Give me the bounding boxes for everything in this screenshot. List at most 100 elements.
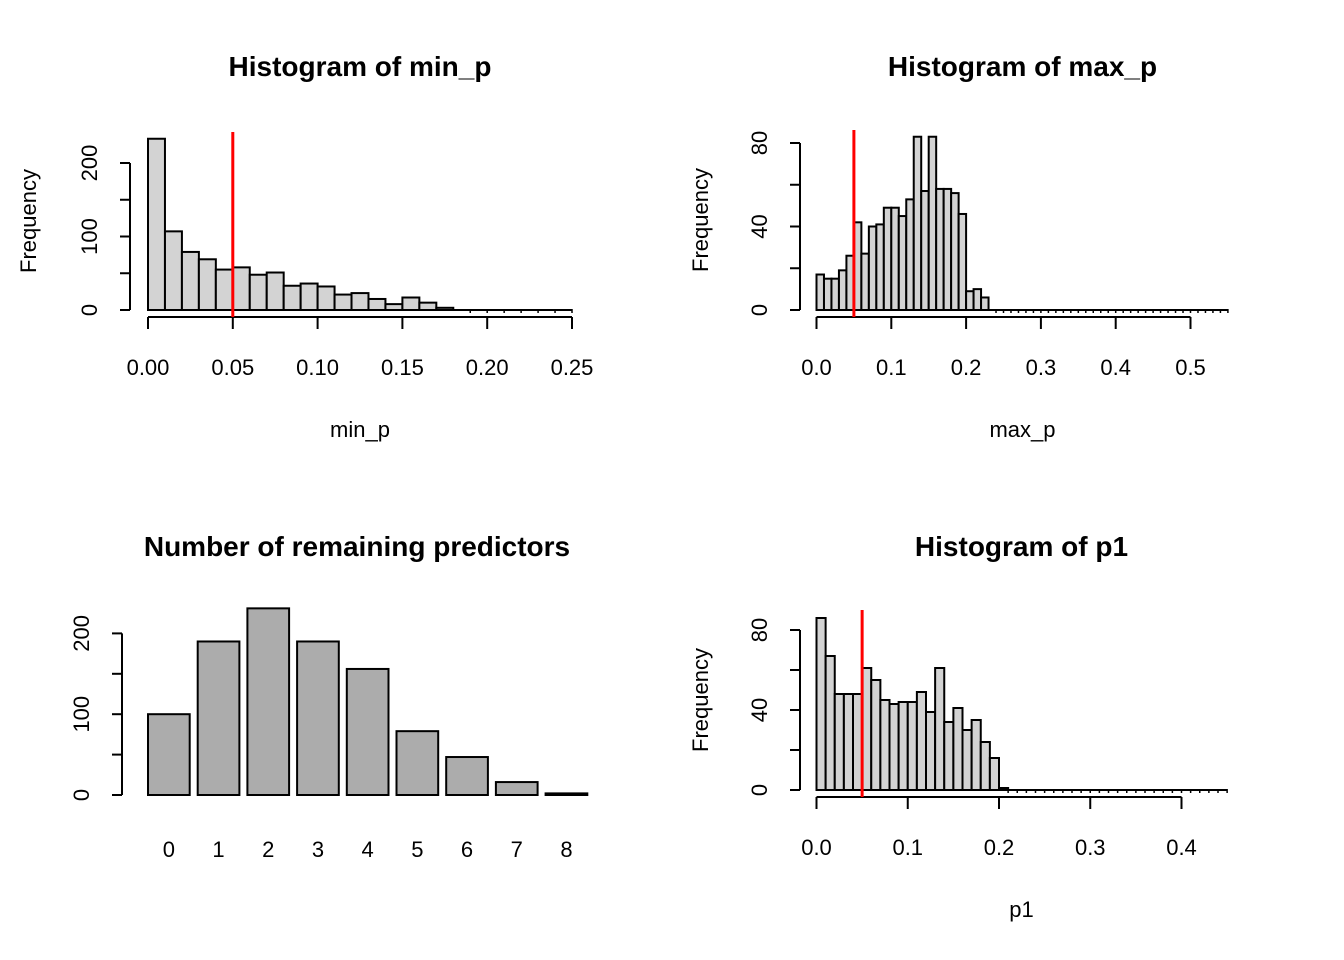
- y-tick-label: 100: [69, 696, 94, 733]
- chart-histogram-max-p: Histogram of max_p 0 40 80 Frequency 0.0 0.1 0.…: [688, 51, 1229, 442]
- histogram-bar: [824, 655, 836, 791]
- bar: [196, 640, 241, 796]
- panel-histogram-max-p: Histogram of max_p 0 40 80 Frequency 0.0 0.1 0.…: [672, 0, 1344, 480]
- histogram-bar: [418, 301, 438, 311]
- histogram-bar: [950, 192, 960, 312]
- y-tick-label: 100: [77, 218, 102, 255]
- histogram-bar: [248, 273, 268, 311]
- panel-barplot-remaining-predictors: Number of remaining predictors 0 100 200 0 1 2…: [0, 480, 672, 960]
- x-tick-label: 0.10: [296, 355, 339, 380]
- bar-category-label: 5: [411, 837, 423, 862]
- histogram-bar: [282, 284, 302, 311]
- x-axis-title: p1: [1009, 897, 1033, 922]
- histogram-bar: [943, 721, 955, 791]
- histogram-bar: [147, 137, 166, 311]
- histogram-bar: [979, 741, 991, 791]
- histogram-bar: [163, 230, 183, 311]
- y-tick-label: 80: [747, 131, 772, 155]
- bar: [147, 713, 191, 796]
- bar: [246, 607, 291, 796]
- histogram-bar: [860, 252, 870, 311]
- histogram-bar: [435, 306, 455, 312]
- y-tick-label: 0: [77, 304, 102, 316]
- chart-barplot-remaining-predictors: Number of remaining predictors 0 100 200 0 1 2…: [69, 531, 589, 862]
- histogram-bar: [935, 187, 945, 311]
- histogram-bar: [842, 693, 854, 791]
- histogram-bar: [180, 250, 200, 311]
- histogram-bar: [957, 212, 968, 312]
- histogram-bar: [384, 303, 404, 311]
- panel-histogram-min-p: Histogram of min_p 0 100 200 Frequency 0.00 0.…: [0, 0, 672, 480]
- bar: [345, 667, 390, 796]
- x-tick-label: 0.3: [1026, 355, 1057, 380]
- x-axis-title: max_p: [989, 417, 1055, 442]
- histogram-bar: [925, 711, 937, 791]
- histogram-bar: [905, 198, 915, 311]
- y-tick-label: 0: [69, 789, 94, 801]
- histogram-bar: [965, 290, 975, 311]
- bar-category-label: 1: [212, 837, 224, 862]
- x-tick-label: 0.0: [801, 355, 832, 380]
- bar-category-label: 4: [362, 837, 374, 862]
- histogram-bar: [920, 190, 930, 311]
- bar-category-label: 6: [461, 837, 473, 862]
- panel-histogram-p1: Histogram of p1 0 40 80 Frequency 0.0 0.1 0.2 0.…: [672, 480, 1344, 960]
- x-tick-label: 0.2: [951, 355, 982, 380]
- histogram-bar: [815, 273, 825, 312]
- y-tick-label: 200: [77, 145, 102, 182]
- histogram-bar: [980, 296, 990, 312]
- histogram-bar: [897, 701, 909, 791]
- y-axis-title: Frequency: [688, 648, 713, 752]
- chart-histogram-min-p: Histogram of min_p 0 100 200 Frequency 0.00 0.…: [16, 51, 594, 442]
- x-tick-label: 0.1: [892, 835, 923, 860]
- bar-category-label: 2: [262, 837, 274, 862]
- histogram-bar: [882, 206, 893, 311]
- histogram-bar: [875, 223, 885, 312]
- histogram-bar: [879, 699, 891, 791]
- x-tick-label: 0.1: [876, 355, 907, 380]
- histogram-bar: [988, 757, 1000, 791]
- bar: [544, 792, 589, 797]
- chart-title: Histogram of p1: [915, 531, 1128, 562]
- histogram-bar: [815, 617, 827, 791]
- x-tick-label: 0.20: [466, 355, 509, 380]
- histogram-bar: [197, 258, 217, 312]
- histogram-bar: [897, 215, 908, 311]
- histogram-bar: [934, 667, 946, 791]
- histogram-bar: [867, 225, 878, 311]
- histogram-bar: [906, 701, 918, 791]
- bar-category-label: 7: [511, 837, 523, 862]
- x-tick-label: 0.00: [127, 355, 170, 380]
- y-tick-label: 80: [747, 618, 772, 642]
- histogram-bar: [265, 271, 285, 312]
- histogram-bar: [915, 691, 927, 791]
- histogram-bar: [888, 703, 900, 791]
- histogram-bar: [316, 285, 336, 312]
- bar-category-label: 8: [560, 837, 572, 862]
- bar-category-label: 0: [163, 837, 175, 862]
- y-tick-label: 200: [69, 615, 94, 652]
- histogram-bar: [830, 277, 840, 311]
- histogram-bar: [890, 206, 900, 311]
- histogram-bar: [972, 288, 983, 311]
- y-axis-title: Frequency: [16, 169, 41, 273]
- x-tick-label: 0.5: [1175, 355, 1206, 380]
- x-tick-label: 0.05: [211, 355, 254, 380]
- histogram-bar: [837, 269, 848, 311]
- chart-title: Number of remaining predictors: [144, 531, 570, 562]
- x-tick-label: 0.15: [381, 355, 424, 380]
- chart-title: Histogram of min_p: [229, 51, 492, 82]
- histogram-bar: [833, 693, 845, 791]
- bar: [296, 640, 340, 796]
- x-tick-label: 0.4: [1100, 355, 1131, 380]
- histogram-bar: [231, 266, 251, 311]
- histogram-bar: [961, 729, 973, 791]
- chart-title: Histogram of max_p: [888, 51, 1157, 82]
- histogram-bar: [952, 707, 964, 791]
- histogram-bar: [942, 187, 953, 311]
- x-tick-label: 0.25: [551, 355, 594, 380]
- y-tick-label: 40: [747, 214, 772, 238]
- x-tick-label: 0.0: [801, 835, 832, 860]
- x-tick-label: 0.4: [1166, 835, 1197, 860]
